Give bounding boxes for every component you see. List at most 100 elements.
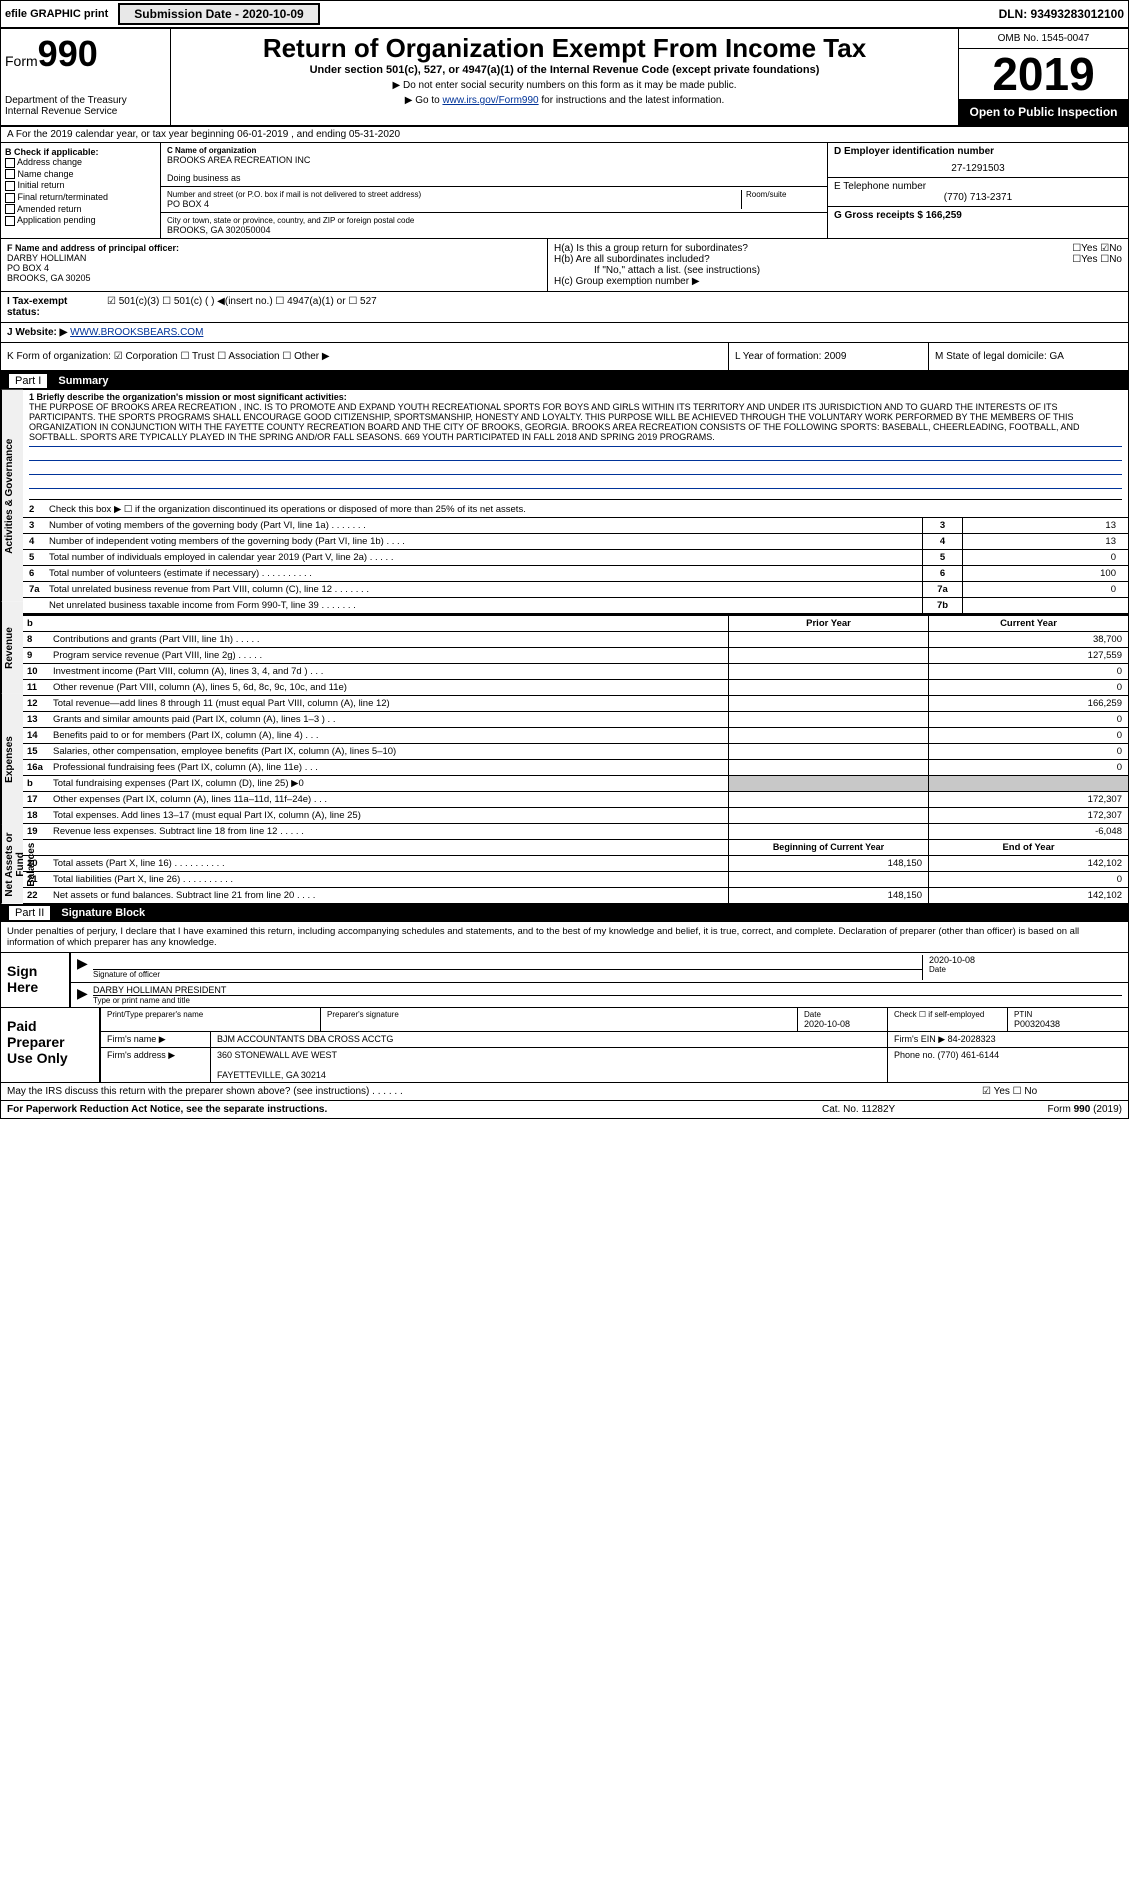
part2-header: Part II Signature Block (1, 904, 1128, 922)
part1-num: Part I (9, 374, 47, 388)
hb-label: H(b) Are all subordinates included? (554, 254, 1072, 265)
expense-line: 18Total expenses. Add lines 13–17 (must … (23, 808, 1128, 824)
vtab-revenue: Revenue (1, 602, 23, 694)
discuss-yn: ☑ Yes ☐ No (982, 1086, 1122, 1097)
cb-address-change[interactable]: Address change (5, 157, 156, 168)
tax-year-text: A For the 2019 calendar year, or tax yea… (7, 129, 400, 140)
tax-exempt-label: I Tax-exempt status: (1, 292, 101, 322)
paperwork-notice: For Paperwork Reduction Act Notice, see … (7, 1104, 822, 1115)
top-bar: efile GRAPHIC print Submission Date - 20… (1, 1, 1128, 29)
goto-post: for instructions and the latest informat… (539, 95, 725, 106)
sig-officer-label: Signature of officer (93, 969, 922, 979)
net-line: 22Net assets or fund balances. Subtract … (23, 888, 1128, 904)
efile-label: efile GRAPHIC print (5, 8, 108, 20)
phone-label: E Telephone number (834, 181, 1122, 192)
sig-arrow-icon: ▶ (77, 985, 93, 1005)
prep-check-label: Check ☐ if self-employed (888, 1008, 1008, 1031)
revenue-line: 8Contributions and grants (Part VIII, li… (23, 632, 1128, 648)
mission-blank-line (29, 488, 1122, 500)
part2-num: Part II (9, 906, 50, 920)
irs-link[interactable]: www.irs.gov/Form990 (442, 95, 538, 106)
gov-line: Net unrelated business taxable income fr… (23, 598, 1128, 614)
firm-addr-label: Firm's address ▶ (101, 1048, 211, 1082)
form-footer: Form 990 (2019) (962, 1104, 1122, 1115)
firm-name: BJM ACCOUNTANTS DBA CROSS ACCTG (211, 1032, 888, 1047)
prior-year-header: Prior Year (728, 616, 928, 631)
omb-number: OMB No. 1545-0047 (959, 29, 1128, 49)
summary-body: Activities & Governance Revenue Expenses… (1, 390, 1128, 904)
sig-name: DARBY HOLLIMAN PRESIDENT (93, 985, 1122, 995)
col-de: D Employer identification number 27-1291… (828, 143, 1128, 238)
col-b-checkboxes: B Check if applicable: Address change Na… (1, 143, 161, 238)
prep-date: 2020-10-08 (804, 1019, 881, 1029)
cat-no: Cat. No. 11282Y (822, 1104, 962, 1115)
part1-title: Summary (58, 375, 108, 387)
website-link[interactable]: WWW.BROOKSBEARS.COM (70, 327, 203, 338)
open-to-public: Open to Public Inspection (959, 99, 1128, 125)
form-header: Form990 Department of the Treasury Inter… (1, 29, 1128, 127)
dln-label: DLN: 93493283012100 (999, 7, 1124, 21)
cb-name-change[interactable]: Name change (5, 169, 156, 180)
prep-name-label: Print/Type preparer's name (107, 1010, 314, 1019)
dba-label: Doing business as (167, 173, 821, 183)
form-prefix: Form (5, 53, 38, 69)
form-title: Return of Organization Exempt From Incom… (181, 33, 948, 64)
room-label: Room/suite (741, 190, 821, 209)
paid-preparer-row: Paid Preparer Use Only Print/Type prepar… (1, 1008, 1128, 1083)
prep-sig-label: Preparer's signature (327, 1010, 791, 1019)
firm-phone: Phone no. (770) 461-6144 (888, 1048, 1128, 1082)
website-label: J Website: ▶ (7, 327, 70, 338)
goto-pre: ▶ Go to (405, 95, 443, 106)
firm-name-label: Firm's name ▶ (101, 1032, 211, 1047)
gov-line: 6Total number of volunteers (estimate if… (23, 566, 1128, 582)
ein-label: D Employer identification number (834, 146, 1122, 157)
cb-final-return[interactable]: Final return/terminated (5, 192, 156, 203)
gov-line: 7aTotal unrelated business revenue from … (23, 582, 1128, 598)
part1-header: Part I Summary (1, 372, 1128, 390)
org-name: BROOKS AREA RECREATION INC (167, 155, 821, 165)
firm-addr: 360 STONEWALL AVE WEST FAYETTEVILLE, GA … (211, 1048, 888, 1082)
discuss-row: May the IRS discuss this return with the… (1, 1083, 1128, 1101)
ptin-value: P00320438 (1014, 1019, 1122, 1029)
cb-initial-return[interactable]: Initial return (5, 180, 156, 191)
sig-name-label: Type or print name and title (93, 995, 1122, 1005)
sig-date: 2020-10-08 (929, 955, 1122, 965)
end-year-header: End of Year (928, 840, 1128, 855)
part2-title: Signature Block (61, 907, 145, 919)
net-line: 21Total liabilities (Part X, line 26) . … (23, 872, 1128, 888)
row-i: I Tax-exempt status: ☑ 501(c)(3) ☐ 501(c… (1, 292, 1128, 323)
state-domicile: M State of legal domicile: GA (928, 343, 1128, 370)
row-k: K Form of organization: ☑ Corporation ☐ … (1, 343, 1128, 372)
hb-note: If "No," attach a list. (see instruction… (554, 265, 1122, 276)
hb-yn: ☐Yes ☐No (1072, 254, 1122, 265)
ptin-label: PTIN (1014, 1010, 1122, 1019)
row-f: F Name and address of principal officer:… (1, 239, 1128, 292)
info-grid: B Check if applicable: Address change Na… (1, 143, 1128, 239)
mission-blank-line (29, 460, 1122, 472)
vtab-net: Net Assets or Fund Balances (1, 825, 23, 904)
arrow-line-2: ▶ Go to www.irs.gov/Form990 for instruct… (181, 95, 948, 106)
net-line: 20Total assets (Part X, line 16) . . . .… (23, 856, 1128, 872)
expense-line: bTotal fundraising expenses (Part IX, co… (23, 776, 1128, 792)
expense-line: 14Benefits paid to or for members (Part … (23, 728, 1128, 744)
hc-label: H(c) Group exemption number ▶ (554, 276, 1122, 287)
cb-app-pending[interactable]: Application pending (5, 215, 156, 226)
form-number: Form990 (5, 33, 166, 75)
addr-label: Number and street (or P.O. box if mail i… (167, 190, 741, 199)
revenue-line: 9Program service revenue (Part VIII, lin… (23, 648, 1128, 664)
prep-date-label: Date (804, 1010, 881, 1019)
final-row: For Paperwork Reduction Act Notice, see … (1, 1101, 1128, 1118)
begin-year-header: Beginning of Current Year (728, 840, 928, 855)
submission-date-button[interactable]: Submission Date - 2020-10-09 (118, 3, 319, 25)
tax-year: 2019 (959, 49, 1128, 99)
cb-amended[interactable]: Amended return (5, 204, 156, 215)
revenue-line: 10Investment income (Part VIII, column (… (23, 664, 1128, 680)
mission-text: THE PURPOSE OF BROOKS AREA RECREATION , … (29, 402, 1122, 442)
vtab-expenses: Expenses (1, 694, 23, 826)
tax-exempt-opts: ☑ 501(c)(3) ☐ 501(c) ( ) ◀(insert no.) ☐… (101, 292, 1128, 322)
expense-line: 17Other expenses (Part IX, column (A), l… (23, 792, 1128, 808)
org-name-label: C Name of organization (167, 146, 821, 155)
net-headers-row: Beginning of Current Year End of Year (23, 840, 1128, 856)
city-value: BROOKS, GA 302050004 (167, 225, 821, 235)
expense-line: 15Salaries, other compensation, employee… (23, 744, 1128, 760)
